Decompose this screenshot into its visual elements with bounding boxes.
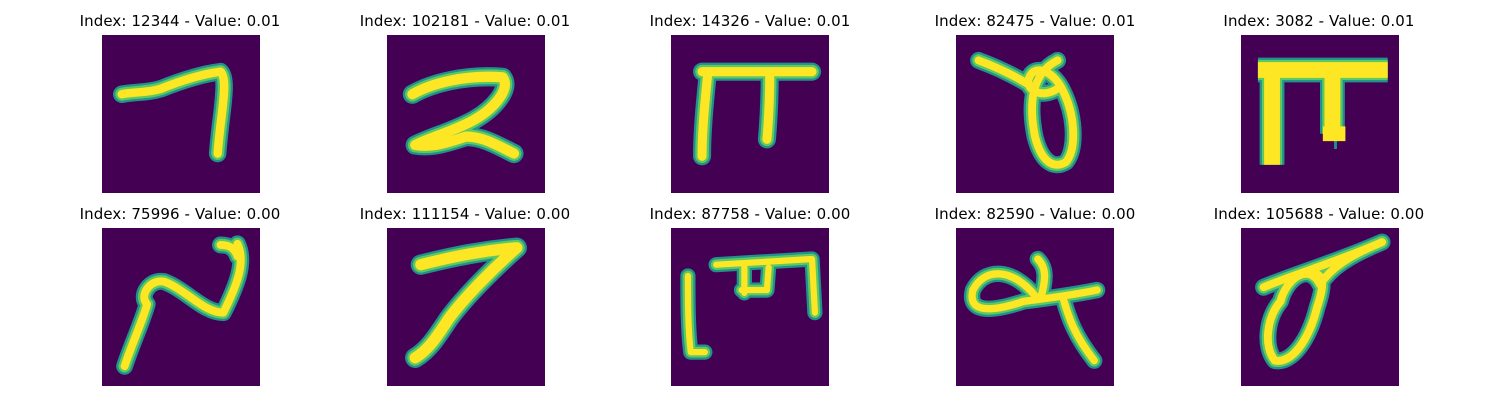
digit-image (956, 228, 1114, 386)
digit-image (387, 35, 545, 193)
digit-image (671, 35, 829, 193)
panel-title: Index: 12344 - Value: 0.01 (79, 12, 281, 30)
digit-image (956, 35, 1114, 193)
panel-title: Index: 14326 - Value: 0.01 (649, 12, 851, 30)
panel-title: Index: 102181 - Value: 0.01 (359, 12, 571, 30)
panel-title: Index: 111154 - Value: 0.00 (359, 205, 571, 223)
panel-title: Index: 105688 - Value: 0.00 (1213, 205, 1425, 223)
panel-title: Index: 82475 - Value: 0.01 (934, 12, 1136, 30)
panel-title: Index: 75996 - Value: 0.00 (79, 205, 281, 223)
digit-image (387, 228, 545, 386)
panel-title: Index: 82590 - Value: 0.00 (934, 205, 1136, 223)
digit-image (1241, 228, 1399, 386)
digit-image (102, 228, 260, 386)
digit-image (102, 35, 260, 193)
digit-image (1241, 35, 1399, 193)
panel-title: Index: 3082 - Value: 0.01 (1223, 12, 1415, 30)
digit-image (671, 228, 829, 386)
panel-title: Index: 87758 - Value: 0.00 (649, 205, 851, 223)
